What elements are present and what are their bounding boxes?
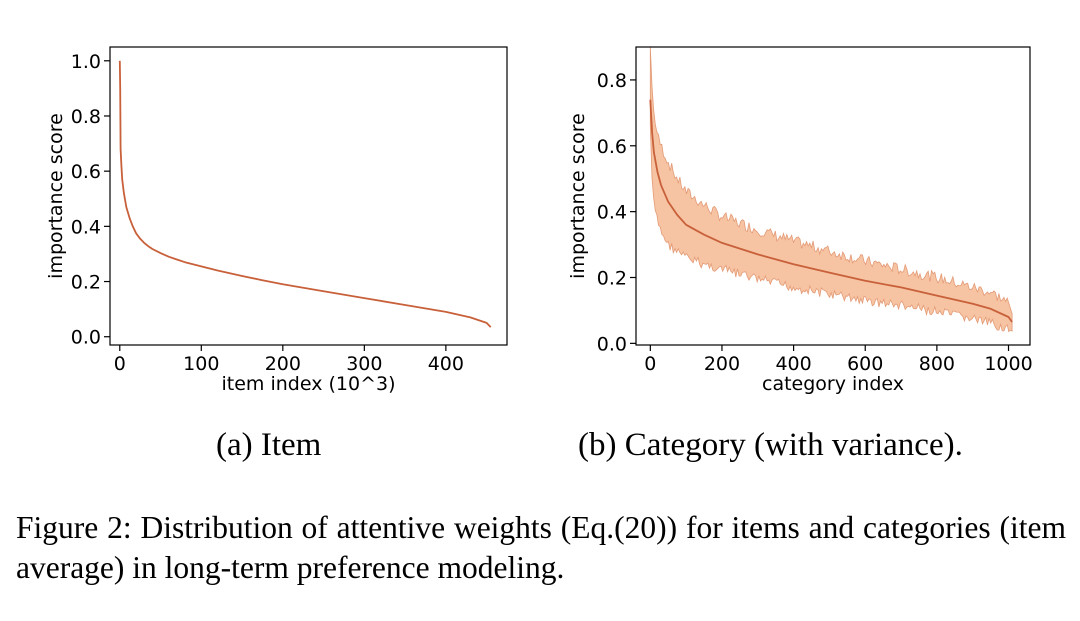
x-tick-label: 400 [428, 353, 464, 375]
x-tick-label: 200 [265, 353, 301, 375]
subcaption-b: (b) Category (with variance). [578, 427, 963, 463]
x-axis-label: item index (10^3) [222, 373, 396, 395]
series-line [649, 99, 1013, 323]
y-tick-label: 0.8 [597, 70, 627, 92]
chart-category: 0 200 400 600 800 1000 0.0 0.2 0.4 0.6 0.8 category… [567, 46, 1033, 395]
y-axis-label: importance score [45, 113, 67, 279]
plot-frame [109, 46, 508, 346]
y-tick-label: 0.2 [597, 267, 627, 289]
y-tick-label: 0.4 [71, 216, 101, 238]
y-tick-label: 0.6 [71, 161, 101, 183]
y-tick-label: 0.6 [597, 136, 627, 158]
x-tick-label: 400 [775, 353, 811, 375]
y-tick-label: 0.2 [71, 272, 101, 294]
x-tick-label: 300 [346, 353, 382, 375]
y-tick-label: 0.0 [597, 333, 627, 355]
plot-frame [635, 46, 1031, 346]
x-tick-label: 0 [114, 353, 126, 375]
y-tick-label: 0.4 [597, 202, 627, 224]
x-tick-label: 800 [919, 353, 955, 375]
x-tick-label: 1000 [984, 353, 1032, 375]
figure-caption: Figure 2: Distribution of attentive weig… [16, 510, 1066, 585]
x-tick-label: 600 [847, 353, 883, 375]
y-tick-label: 0.8 [71, 106, 101, 128]
variance-band [649, 46, 1013, 333]
y-axis-label: importance score [567, 113, 589, 279]
y-tick-label: 0.0 [71, 327, 101, 349]
y-tick-label: 1.0 [71, 51, 101, 73]
subcaption-a: (a) Item [216, 427, 322, 463]
x-axis-label: category index [762, 373, 904, 395]
x-tick-label: 100 [183, 353, 219, 375]
x-tick-label: 0 [644, 353, 656, 375]
x-tick-label: 200 [704, 353, 740, 375]
chart-item: 0 100 200 300 400 0.0 0.2 0.4 0.6 0.8 1.0 item inde… [45, 46, 508, 395]
series-line [118, 60, 492, 328]
